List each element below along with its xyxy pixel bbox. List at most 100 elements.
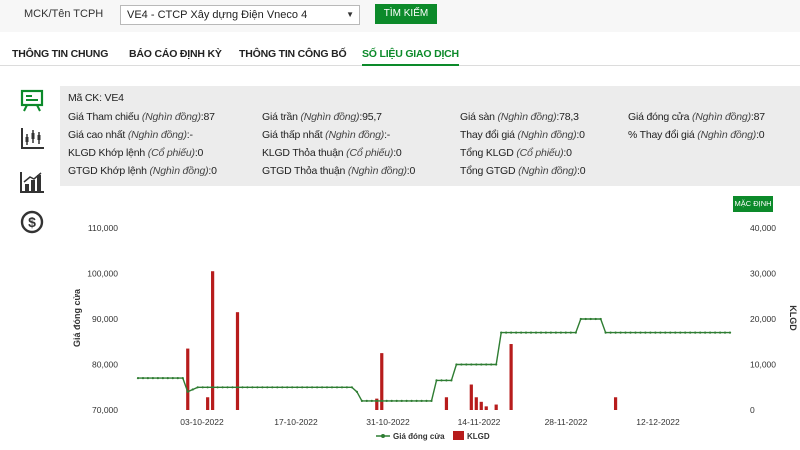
- volume-bar: [211, 271, 215, 410]
- price-point: [669, 331, 672, 334]
- price-point: [664, 331, 667, 334]
- price-point: [271, 386, 274, 389]
- tab-general-info[interactable]: THÔNG TIN CHUNG: [12, 48, 109, 60]
- y2-tick-label: 0: [750, 405, 755, 415]
- info-field-value: -: [386, 129, 391, 141]
- company-select-value: VE4 - CTCP Xây dựng Điện Vneco 4: [127, 9, 308, 21]
- info-field-value: -: [189, 129, 193, 141]
- price-point: [211, 386, 214, 389]
- info-field: Giá đóng cửa (Nghìn đồng):87: [628, 111, 765, 123]
- price-point: [614, 331, 617, 334]
- price-point: [435, 379, 438, 382]
- price-point: [629, 331, 632, 334]
- info-field: Giá cao nhất (Nghìn đồng):-: [68, 129, 193, 141]
- price-point: [728, 331, 732, 334]
- price-line: [138, 318, 730, 402]
- price-point: [385, 399, 388, 402]
- candlestick-chart-icon[interactable]: [18, 126, 46, 150]
- price-point: [569, 331, 572, 334]
- volume-bar: [494, 404, 498, 410]
- bar-chart-icon[interactable]: [18, 170, 46, 194]
- tab-disclosures[interactable]: THÔNG TIN CÔNG BỐ: [239, 48, 347, 60]
- price-point: [644, 331, 647, 334]
- price-point: [390, 399, 393, 402]
- price-point: [410, 399, 413, 402]
- price-point: [221, 386, 224, 389]
- company-select[interactable]: VE4 - CTCP Xây dựng Điện Vneco 4 ▼: [120, 5, 360, 25]
- price-point: [639, 331, 642, 334]
- price-point: [360, 399, 363, 402]
- default-view-button[interactable]: MẶC ĐỊNH: [733, 196, 773, 212]
- price-point: [311, 386, 314, 389]
- info-field: KLGD Thỏa thuận (Cổ phiếu):0: [262, 147, 402, 159]
- info-field: Giá Tham chiếu (Nghìn đồng):87: [68, 111, 215, 123]
- info-field-label: % Thay đổi giá: [628, 129, 695, 141]
- y-axis-label: Giá đóng cửa: [72, 288, 82, 347]
- price-point: [375, 399, 378, 402]
- x-tick-label: 28-11-2022: [545, 417, 588, 427]
- price-point: [495, 363, 498, 366]
- info-field-unit: (Nghìn đồng): [697, 129, 757, 141]
- price-point: [156, 377, 159, 380]
- info-field-label: GTGD Khớp lệnh: [68, 165, 147, 177]
- price-point: [490, 363, 493, 366]
- price-point: [251, 386, 254, 389]
- price-point: [709, 331, 712, 334]
- tab-bar: THÔNG TIN CHUNG BÁO CÁO ĐỊNH KỲ THÔNG TI…: [0, 44, 800, 66]
- price-point: [549, 331, 553, 334]
- info-field-value: 87: [203, 111, 215, 123]
- price-point: [350, 386, 353, 389]
- price-point: [719, 331, 722, 334]
- price-point: [485, 363, 488, 366]
- price-point: [450, 379, 453, 382]
- price-point: [261, 386, 264, 389]
- y2-tick-label: 40,000: [750, 223, 776, 233]
- price-point: [594, 317, 597, 321]
- price-point: [554, 331, 558, 334]
- svg-text:$: $: [28, 214, 36, 230]
- info-field-label: KLGD Thỏa thuận: [262, 147, 344, 159]
- price-point: [176, 377, 179, 380]
- info-field: % Thay đổi giá (Nghìn đồng):0: [628, 129, 765, 141]
- board-icon[interactable]: [18, 88, 46, 112]
- info-field-value: 78,3: [559, 111, 579, 123]
- price-point: [335, 386, 339, 389]
- info-field-value: 0: [395, 147, 402, 159]
- price-point: [301, 386, 304, 389]
- price-point: [440, 379, 443, 382]
- info-field-unit: (Nghìn đồng): [141, 111, 201, 123]
- dollar-icon[interactable]: $: [18, 210, 46, 234]
- info-field-colon: :: [750, 111, 754, 123]
- info-field-value: 0: [409, 165, 416, 177]
- volume-bar: [469, 384, 473, 410]
- price-point: [420, 399, 423, 402]
- info-field-unit: (Nghìn đồng): [149, 165, 209, 177]
- price-point: [146, 377, 149, 380]
- price-point: [480, 363, 483, 366]
- y-tick-label: 80,000: [92, 360, 118, 370]
- price-point: [584, 317, 587, 321]
- info-field: Tổng KLGD (Cổ phiếu):0: [460, 147, 572, 159]
- price-point: [171, 377, 174, 380]
- tab-periodic-reports[interactable]: BÁO CÁO ĐỊNH KỲ: [129, 48, 222, 60]
- price-point: [723, 331, 727, 334]
- price-point: [161, 377, 164, 380]
- info-field-unit: (Nghìn đồng): [127, 129, 187, 141]
- y-tick-label: 110,000: [88, 223, 118, 233]
- info-field: Thay đổi giá (Nghìn đồng):0: [460, 129, 585, 141]
- tab-trading-data[interactable]: SỐ LIỆU GIAO DỊCH: [362, 48, 459, 66]
- info-field-value: 87: [753, 111, 765, 123]
- price-point: [470, 363, 473, 366]
- info-field-colon: :: [406, 165, 410, 177]
- info-field-unit: (Nghìn đồng): [347, 165, 407, 177]
- info-field-colon: :: [756, 129, 759, 141]
- info-field-colon: :: [563, 147, 567, 159]
- info-field: GTGD Thỏa thuận (Nghìn đồng):0: [262, 165, 415, 177]
- price-point: [564, 331, 567, 334]
- price-point: [699, 331, 702, 334]
- info-field-label: GTGD Thỏa thuận: [262, 165, 346, 177]
- price-point: [201, 386, 204, 389]
- search-button[interactable]: TÌM KIẾM: [375, 4, 437, 24]
- info-field-colon: :: [200, 111, 204, 123]
- volume-bar: [380, 353, 384, 410]
